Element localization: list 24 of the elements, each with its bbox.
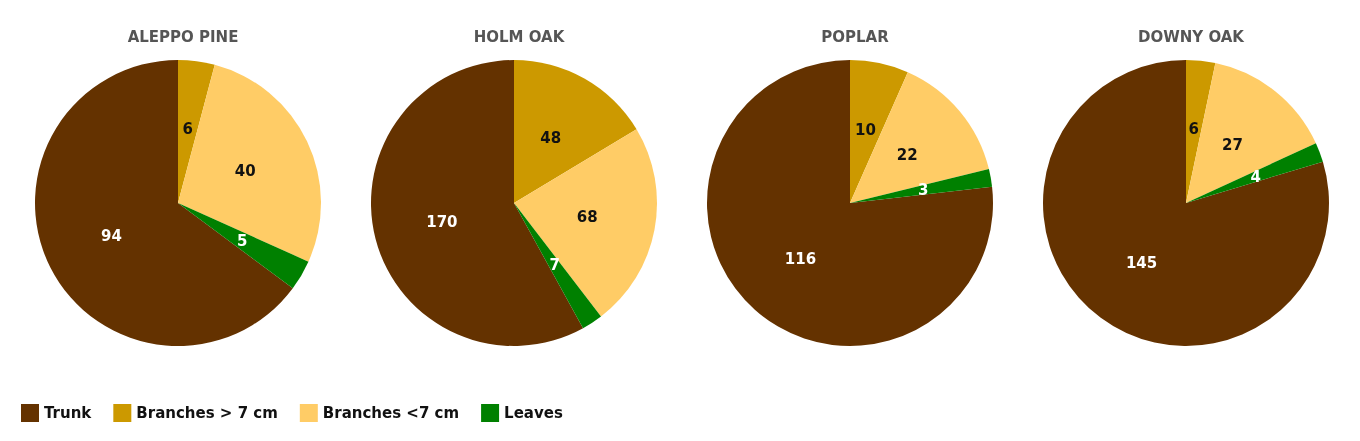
legend-label: Trunk (44, 404, 93, 422)
data-label: 3 (918, 180, 929, 199)
data-label: 145 (1125, 253, 1158, 272)
data-label: 68 (576, 207, 598, 226)
data-label: 7 (549, 256, 560, 275)
data-label: 22 (896, 146, 918, 165)
data-label: 10 (854, 121, 876, 140)
data-label: 170 (426, 212, 458, 231)
data-label: 4 (1250, 167, 1261, 186)
data-label: 40 (234, 161, 256, 180)
legend-label: Branches > 7 cm (136, 404, 278, 422)
data-label: 116 (784, 249, 817, 268)
chart-title: POPLAR (821, 27, 890, 46)
legend-label: Branches <7 cm (322, 404, 460, 422)
data-label: 27 (1222, 135, 1243, 154)
chart-title: ALEPPO PINE (127, 27, 239, 46)
chart-title: DOWNY OAK (1138, 27, 1246, 46)
data-label: 48 (540, 129, 562, 148)
chart-title: HOLM OAK (473, 27, 566, 46)
data-label: 6 (1188, 119, 1199, 138)
legend-label: Leaves (504, 404, 563, 422)
data-label: 6 (182, 120, 193, 139)
data-label: 94 (101, 227, 122, 246)
data-label: 5 (237, 231, 248, 250)
